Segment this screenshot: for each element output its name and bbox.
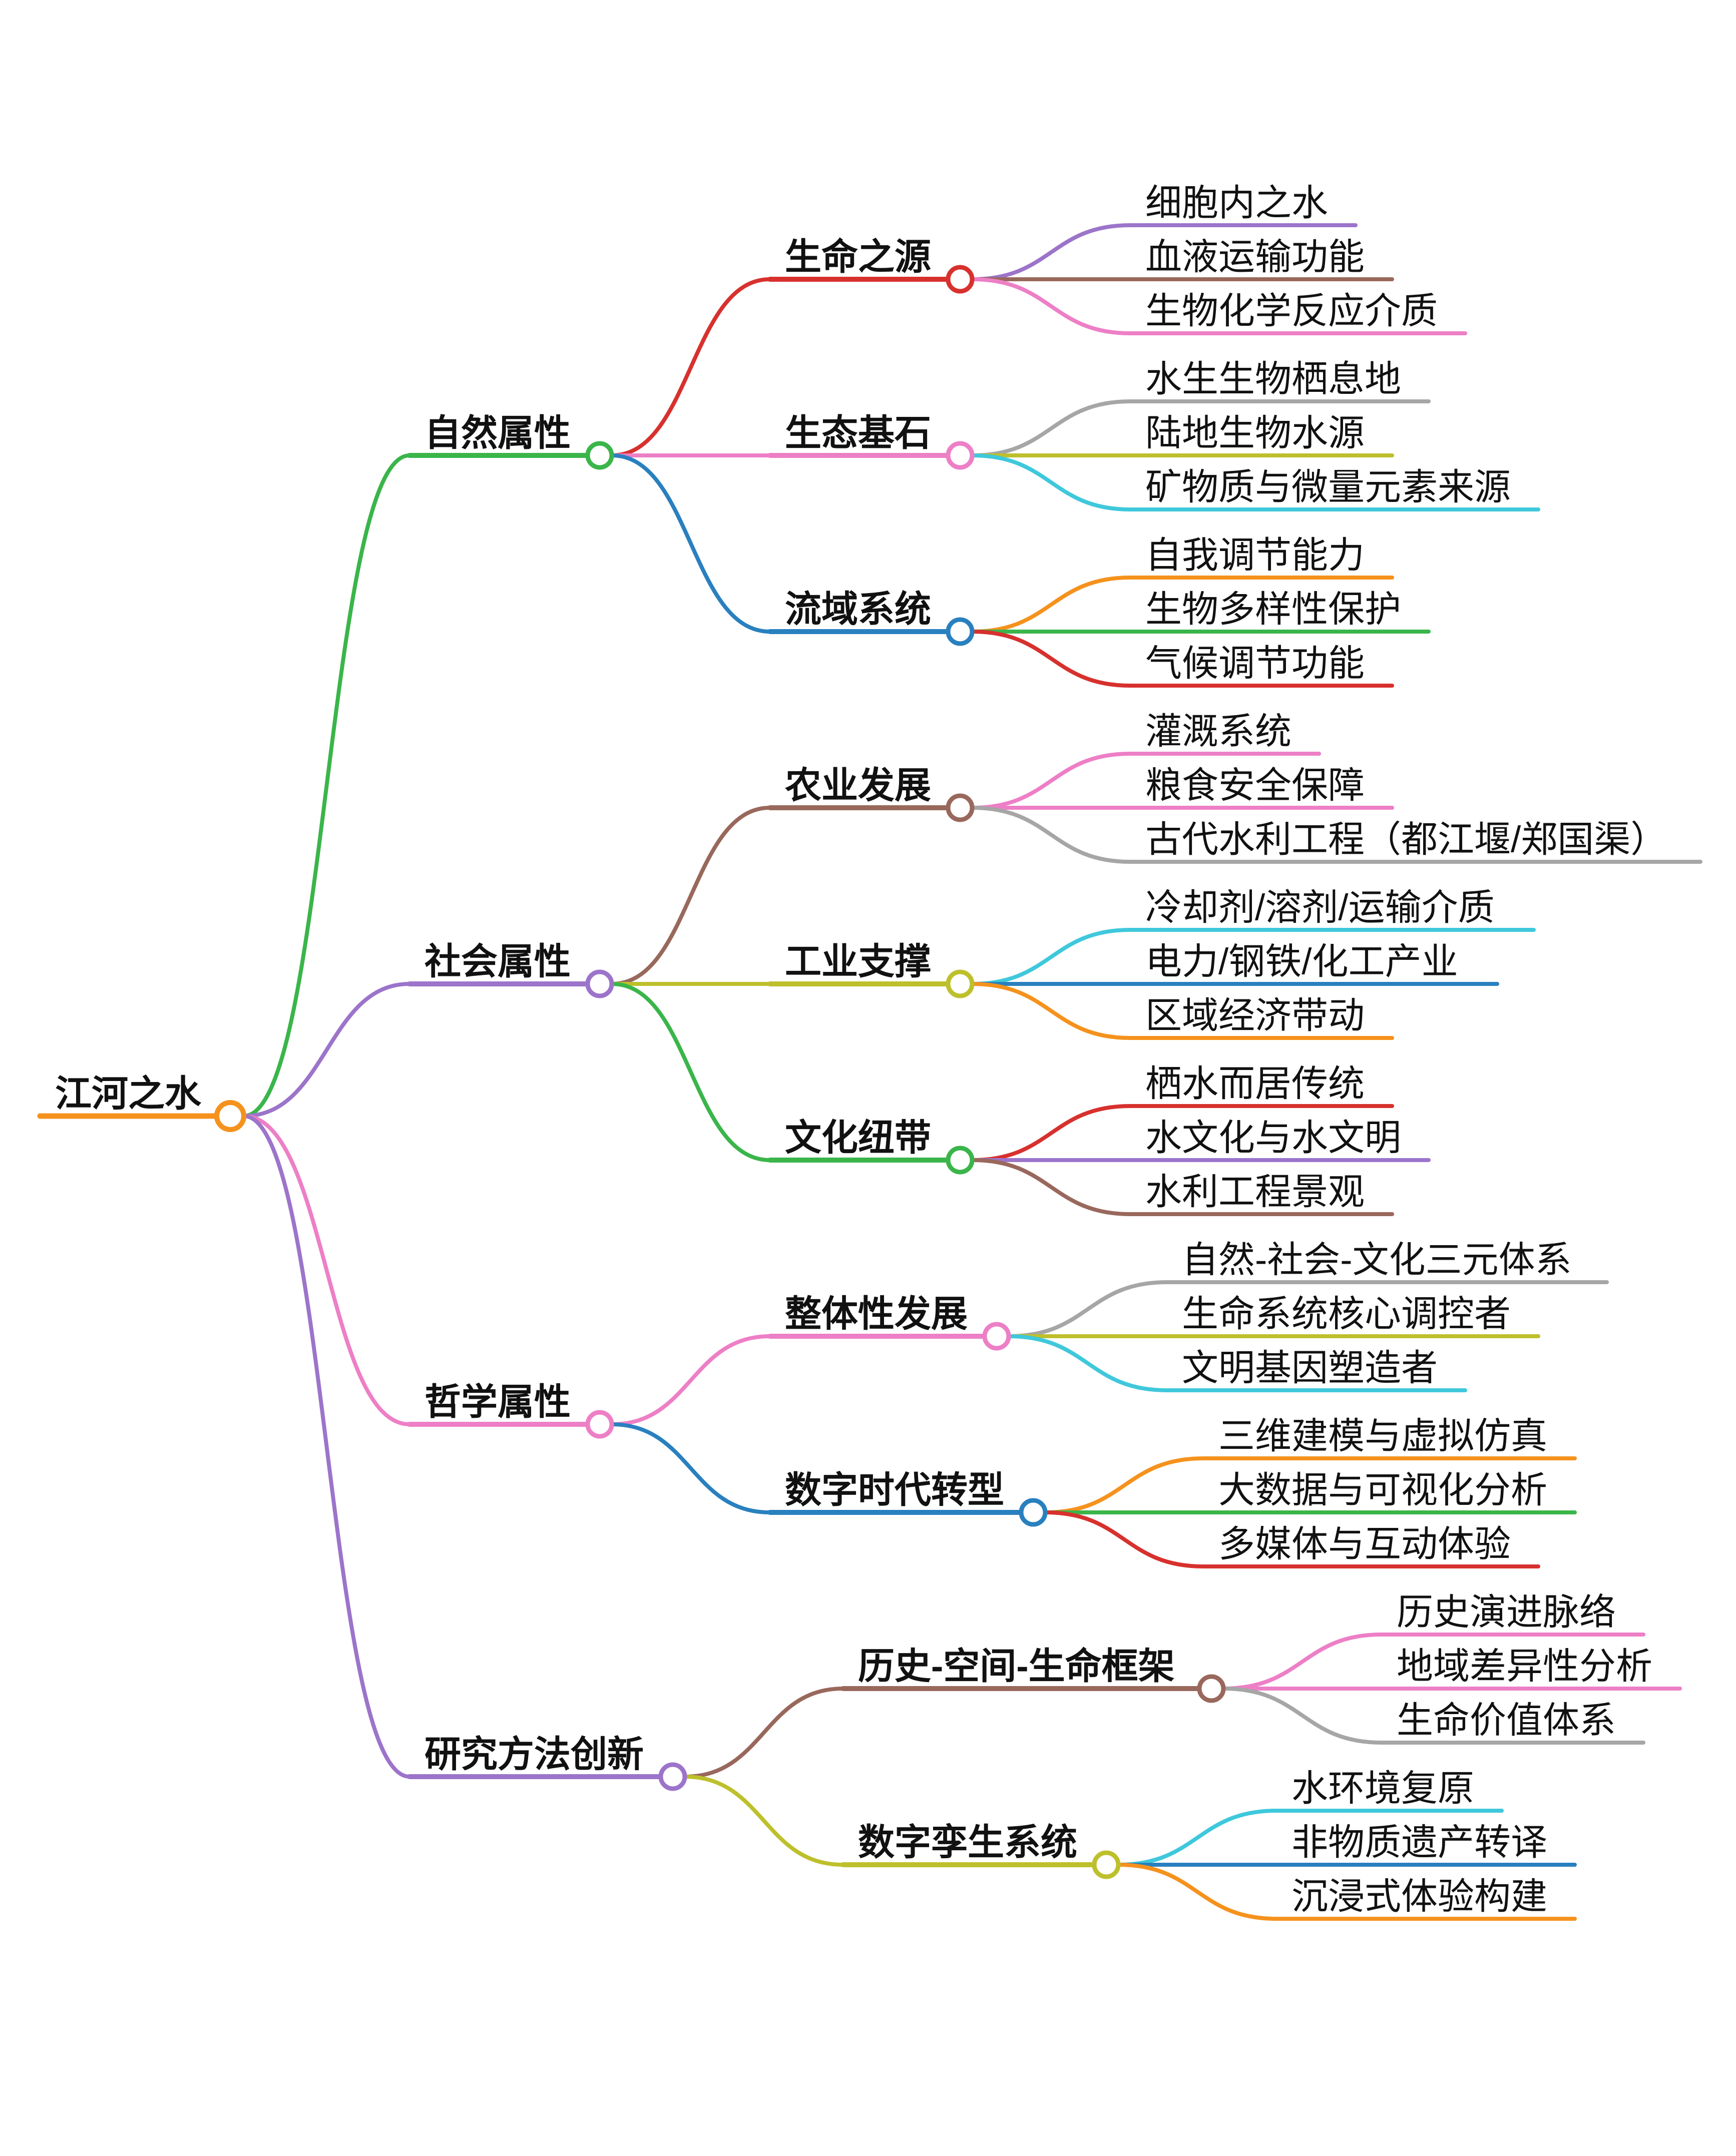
edge-curve: [970, 453, 1132, 511]
branch-node-label[interactable]: 研究方法创新: [424, 1734, 644, 1775]
collapse-circle[interactable]: [946, 617, 975, 646]
edge-curve: [970, 223, 1132, 281]
collapse-circle[interactable]: [658, 1762, 687, 1791]
leaf-node-label[interactable]: 细胞内之水: [1145, 183, 1328, 223]
collapse-circle[interactable]: [946, 441, 975, 470]
edge-curve: [683, 1775, 845, 1867]
leaf-node-label[interactable]: 水生生物栖息地: [1145, 359, 1401, 399]
collapse-circle[interactable]: [1019, 1498, 1048, 1527]
branch-node-label[interactable]: 生态基石: [785, 413, 931, 453]
leaf-node-label[interactable]: 文明基因塑造者: [1182, 1348, 1438, 1388]
edge-curve: [1221, 1687, 1384, 1745]
edge-curve: [1007, 1280, 1169, 1338]
leaf-node-label[interactable]: 地域差异性分析: [1397, 1646, 1652, 1687]
collapse-circle[interactable]: [982, 1322, 1011, 1351]
edge-curve: [610, 453, 772, 634]
edge-curve: [970, 1104, 1132, 1162]
edge-curve: [1221, 1633, 1384, 1691]
collapse-circle[interactable]: [1092, 1850, 1121, 1879]
edge-curve: [242, 1114, 411, 1779]
edge-curve: [1043, 1510, 1205, 1568]
leaf-node-label[interactable]: 水环境复原: [1291, 1768, 1474, 1809]
branch-node-label[interactable]: 数字孪生系统: [858, 1822, 1077, 1863]
leaf-node-label[interactable]: 历史演进脉络: [1397, 1592, 1616, 1633]
leaf-node-label[interactable]: 自我调节能力: [1145, 535, 1365, 576]
edge-curve: [970, 752, 1132, 810]
leaf-node-label[interactable]: 生命价值体系: [1397, 1700, 1616, 1741]
leaf-node-label[interactable]: 栖水而居传统: [1145, 1063, 1365, 1104]
leaf-node-label[interactable]: 气候调节功能: [1145, 643, 1365, 684]
leaf-node-label[interactable]: 粮食安全保障: [1145, 765, 1365, 806]
collapse-circle[interactable]: [585, 969, 614, 998]
leaf-node-label[interactable]: 生命系统核心调控者: [1182, 1294, 1511, 1334]
leaf-node-label[interactable]: 区域经济带动: [1145, 995, 1365, 1036]
collapse-circle[interactable]: [946, 793, 975, 822]
leaf-node-label[interactable]: 冷却剂/溶剂/运输介质: [1145, 887, 1495, 928]
collapse-circle[interactable]: [1197, 1674, 1226, 1703]
edge-curve: [1116, 1863, 1278, 1921]
branch-node-label[interactable]: 哲学属性: [424, 1382, 571, 1422]
edge-curve: [970, 576, 1132, 634]
branch-node-label[interactable]: 工业支撑: [785, 941, 931, 982]
leaf-node-label[interactable]: 灌溉系统: [1145, 711, 1291, 752]
edge-curve: [970, 399, 1132, 457]
leaf-node-label[interactable]: 大数据与可视化分析: [1218, 1470, 1547, 1510]
branch-node-label[interactable]: 自然属性: [424, 413, 571, 453]
edge-curve: [970, 277, 1132, 335]
edge-curve: [1043, 1456, 1205, 1514]
leaf-node-label[interactable]: 非物质遗产转译: [1291, 1822, 1547, 1863]
edge-curve: [610, 1422, 772, 1514]
leaf-node-label[interactable]: 生物化学反应介质: [1145, 291, 1438, 331]
root-node-label[interactable]: 江河之水: [55, 1073, 201, 1114]
leaf-node-label[interactable]: 多媒体与互动体验: [1218, 1524, 1511, 1564]
leaf-node-label[interactable]: 水利工程景观: [1145, 1172, 1365, 1212]
collapse-circle[interactable]: [946, 969, 975, 998]
edge-curve: [242, 982, 411, 1118]
branch-node-label[interactable]: 数字时代转型: [785, 1470, 1004, 1510]
edge-curve: [610, 982, 772, 1162]
edge-curve: [610, 806, 772, 986]
edge-curve: [683, 1687, 845, 1779]
edge-curve: [610, 1334, 772, 1426]
edge-curve: [970, 928, 1132, 986]
branch-node-label[interactable]: 文化纽带: [785, 1118, 931, 1158]
branch-node-label[interactable]: 社会属性: [424, 941, 571, 982]
branch-node-label[interactable]: 农业发展: [785, 765, 931, 806]
collapse-circle[interactable]: [585, 441, 614, 470]
edge-curve: [970, 982, 1132, 1040]
edge-curve: [970, 806, 1132, 864]
branch-node-label[interactable]: 历史-空间-生命框架: [858, 1646, 1175, 1687]
leaf-node-label[interactable]: 陆地生物水源: [1145, 413, 1365, 453]
edge-curve: [242, 1114, 411, 1426]
leaf-node-label[interactable]: 血液运输功能: [1145, 237, 1365, 277]
leaf-node-label[interactable]: 电力/钢铁/化工产业: [1145, 941, 1458, 982]
collapse-circle[interactable]: [946, 265, 975, 294]
leaf-node-label[interactable]: 水文化与水文明: [1145, 1118, 1401, 1158]
edge-curve: [610, 277, 772, 457]
leaf-node-label[interactable]: 自然-社会-文化三元体系: [1182, 1240, 1572, 1280]
edge-curve: [970, 630, 1132, 688]
edge-curve: [1116, 1809, 1278, 1867]
leaf-node-label[interactable]: 古代水利工程（都江堰/郑国渠）: [1145, 819, 1667, 860]
leaf-node-label[interactable]: 沉浸式体验构建: [1291, 1876, 1547, 1917]
leaf-node-label[interactable]: 生物多样性保护: [1145, 589, 1401, 630]
edge-curve: [242, 453, 411, 1118]
leaf-node-label[interactable]: 三维建模与虚拟仿真: [1218, 1416, 1547, 1456]
edge-curve: [1007, 1334, 1169, 1392]
collapse-circle[interactable]: [585, 1410, 614, 1439]
branch-node-label[interactable]: 流域系统: [785, 589, 931, 630]
branch-node-label[interactable]: 整体性发展: [785, 1294, 968, 1334]
leaf-node-label[interactable]: 矿物质与微量元素来源: [1145, 467, 1511, 507]
collapse-circle[interactable]: [214, 1100, 246, 1132]
edge-curve: [970, 1158, 1132, 1216]
branch-node-label[interactable]: 生命之源: [785, 237, 931, 277]
collapse-circle[interactable]: [946, 1146, 975, 1175]
